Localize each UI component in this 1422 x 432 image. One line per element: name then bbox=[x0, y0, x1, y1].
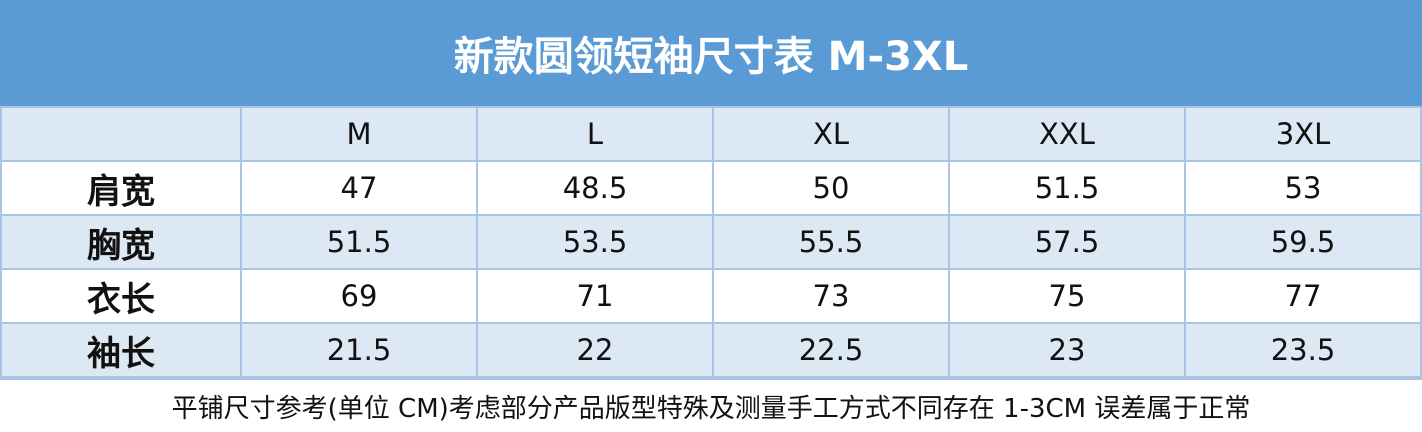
table-row: 衣长 69 71 73 75 77 bbox=[0, 268, 1422, 324]
column-header: 3XL bbox=[1184, 106, 1422, 162]
table-cell: 22.5 bbox=[712, 322, 950, 378]
table-cell: 55.5 bbox=[712, 214, 950, 270]
table-cell: 53 bbox=[1184, 160, 1422, 216]
table-row: 胸宽 51.5 53.5 55.5 57.5 59.5 bbox=[0, 214, 1422, 270]
table-cell: 22 bbox=[476, 322, 714, 378]
row-label: 袖长 bbox=[0, 322, 242, 378]
column-header: L bbox=[476, 106, 714, 162]
row-label: 肩宽 bbox=[0, 160, 242, 216]
table-cell: 51.5 bbox=[240, 214, 478, 270]
table-cell: 69 bbox=[240, 268, 478, 324]
footer-note: 平铺尺寸参考(单位 CM)考虑部分产品版型特殊及测量手工方式不同存在 1-3CM… bbox=[0, 378, 1422, 432]
header-row: M L XL XXL 3XL bbox=[0, 106, 1422, 162]
row-label: 衣长 bbox=[0, 268, 242, 324]
table-row: 肩宽 47 48.5 50 51.5 53 bbox=[0, 160, 1422, 216]
row-label: 胸宽 bbox=[0, 214, 242, 270]
table-cell: 53.5 bbox=[476, 214, 714, 270]
table-cell: 59.5 bbox=[1184, 214, 1422, 270]
table-cell: 21.5 bbox=[240, 322, 478, 378]
column-header: XXL bbox=[948, 106, 1186, 162]
table-cell: 50 bbox=[712, 160, 950, 216]
table-cell: 73 bbox=[712, 268, 950, 324]
table-cell: 77 bbox=[1184, 268, 1422, 324]
column-header: M bbox=[240, 106, 478, 162]
table-cell: 57.5 bbox=[948, 214, 1186, 270]
table-cell: 71 bbox=[476, 268, 714, 324]
size-table: M L XL XXL 3XL 肩宽 47 48.5 50 51.5 53 胸宽 51.5 53.5 55.5… bbox=[0, 106, 1422, 378]
table-cell: 23.5 bbox=[1184, 322, 1422, 378]
column-header: XL bbox=[712, 106, 950, 162]
table-cell: 48.5 bbox=[476, 160, 714, 216]
table-cell: 23 bbox=[948, 322, 1186, 378]
table-cell: 47 bbox=[240, 160, 478, 216]
table-cell: 75 bbox=[948, 268, 1186, 324]
table-row: 袖长 21.5 22 22.5 23 23.5 bbox=[0, 322, 1422, 378]
table-cell: 51.5 bbox=[948, 160, 1186, 216]
chart-title: 新款圆领短袖尺寸表 M-3XL bbox=[0, 0, 1422, 106]
column-header bbox=[0, 106, 242, 162]
